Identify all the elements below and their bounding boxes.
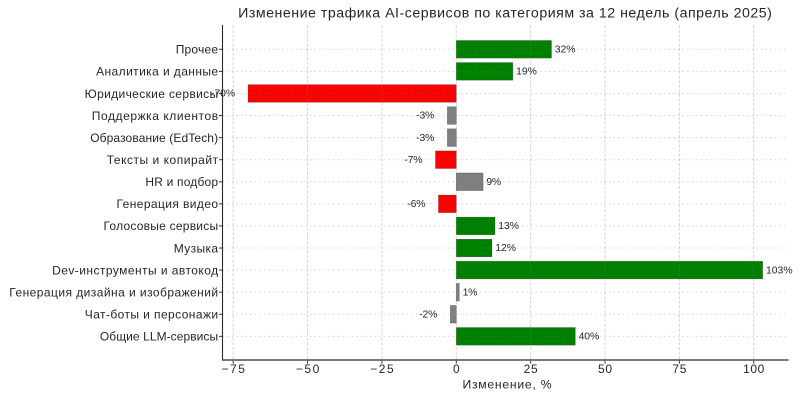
svg-text:50: 50 [598,362,612,376]
svg-text:32%: 32% [555,45,576,56]
svg-text:103%: 103% [766,265,793,276]
svg-text:100: 100 [743,362,765,376]
svg-text:Изменение трафика AI-сервисов: Изменение трафика AI-сервисов по категор… [238,6,772,22]
svg-text:HR и подбор: HR и подбор [145,175,218,189]
svg-text:25: 25 [524,362,538,376]
svg-text:-70%: -70% [211,89,235,100]
svg-text:19%: 19% [516,67,537,78]
svg-text:0: 0 [453,362,460,376]
svg-text:Юридические сервисы: Юридические сервисы [85,87,219,101]
svg-text:-6%: -6% [407,199,425,210]
svg-text:Голосовые сервисы: Голосовые сервисы [104,219,219,233]
svg-text:−75: −75 [222,362,246,376]
svg-text:Чат-боты и персонажи: Чат-боты и персонажи [85,308,218,322]
svg-text:Общие LLM-сервисы: Общие LLM-сервисы [100,330,218,344]
svg-text:−50: −50 [296,362,320,376]
svg-text:Тексты и копирайт: Тексты и копирайт [107,153,219,167]
svg-text:-2%: -2% [419,309,437,320]
svg-text:13%: 13% [498,221,519,232]
svg-text:9%: 9% [486,177,501,188]
svg-text:-7%: -7% [404,155,422,166]
svg-text:Музыка: Музыка [174,241,219,255]
svg-text:40%: 40% [579,332,600,343]
svg-text:-3%: -3% [416,111,434,122]
svg-text:Dev-инструменты и автокод: Dev-инструменты и автокод [52,263,218,277]
svg-text:75: 75 [672,362,686,376]
svg-text:1%: 1% [463,287,478,298]
svg-text:Поддержка клиентов: Поддержка клиентов [92,109,218,123]
svg-text:Генерация дизайна и изображени: Генерация дизайна и изображений [9,285,218,299]
svg-text:Изменение, %: Изменение, % [462,377,551,391]
svg-text:−25: −25 [370,362,394,376]
svg-text:-3%: -3% [416,133,434,144]
svg-text:12%: 12% [495,243,516,254]
svg-text:Прочее: Прочее [176,43,219,57]
svg-text:Генерация видео: Генерация видео [117,197,219,211]
svg-text:Образование (EdTech): Образование (EdTech) [90,131,218,145]
svg-text:Аналитика и данные: Аналитика и данные [96,65,218,79]
